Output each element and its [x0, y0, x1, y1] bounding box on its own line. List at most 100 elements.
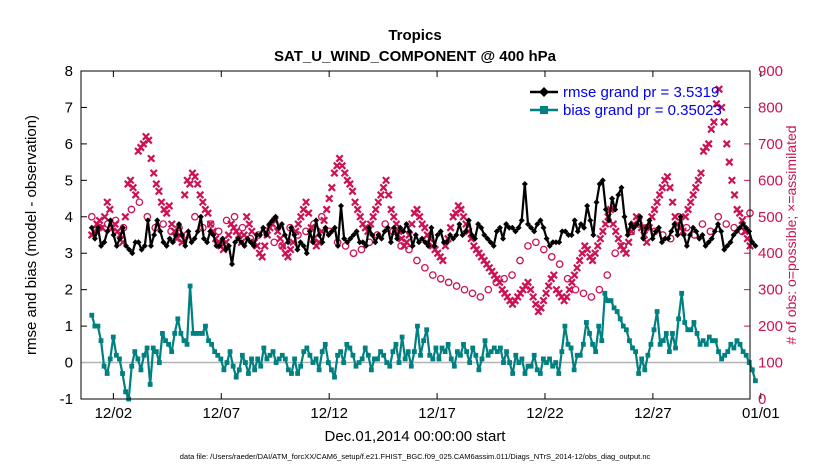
- rmse-point: [188, 239, 195, 246]
- bias-point: [568, 345, 574, 351]
- bias-point: [522, 371, 528, 376]
- obs-possible-point: [357, 245, 366, 254]
- obs-assimilated-point: [611, 227, 620, 236]
- bias-point: [743, 352, 749, 358]
- bias-point: [289, 371, 294, 376]
- bias-point: [574, 352, 580, 358]
- rmse-point: [602, 206, 609, 213]
- legend-rmse-label: rmse grand pr = 3.5319: [563, 84, 719, 101]
- rmse-point: [101, 239, 108, 246]
- bias-point: [436, 356, 442, 362]
- rmse-point: [490, 242, 497, 249]
- obs-assimilated-point: [715, 85, 724, 94]
- bias-point: [353, 363, 359, 369]
- rmse-point: [197, 213, 204, 220]
- bias-point: [193, 331, 199, 336]
- bias-point: [405, 349, 411, 355]
- rmse-point: [384, 224, 391, 231]
- rmse-point: [194, 228, 201, 235]
- bias-point: [504, 349, 509, 355]
- obs-possible-point: [428, 271, 437, 279]
- obs-assimilated-point: [689, 190, 698, 199]
- bias-point: [673, 345, 678, 351]
- rmse-point: [500, 235, 507, 242]
- y-axis-label: rmse and bias (model - observation): [23, 115, 40, 355]
- bias-point: [98, 338, 104, 344]
- rmse-point: [338, 202, 345, 209]
- bias-point: [399, 334, 405, 340]
- obs-possible-point: [222, 216, 231, 225]
- obs-assimilated-point: [111, 220, 119, 229]
- obs-assimilated-point: [322, 205, 331, 214]
- bias-point: [190, 331, 196, 336]
- bias-point: [101, 363, 107, 369]
- rmse-point: [556, 239, 563, 246]
- obs-assimilated-point: [717, 103, 726, 112]
- rmse-point: [235, 235, 242, 242]
- bias-point: [550, 363, 556, 369]
- obs-assimilated-point: [609, 220, 618, 229]
- rmse-point: [702, 242, 709, 249]
- rmse-point: [733, 228, 740, 235]
- obs-possible-point: [539, 245, 548, 254]
- x-tick-label: 01/01: [742, 405, 780, 422]
- bias-point: [372, 356, 377, 362]
- rmse-point: [95, 224, 102, 231]
- x-tick-label: 12/12: [310, 405, 348, 422]
- bias-point: [639, 356, 645, 362]
- obs-assimilated-point: [544, 282, 553, 290]
- bias-point: [706, 334, 712, 340]
- bias-point: [461, 341, 466, 347]
- obs-assimilated-point: [387, 205, 396, 214]
- bias-point: [147, 382, 153, 387]
- obs-possible-point: [532, 238, 540, 247]
- bias-point: [396, 360, 402, 365]
- obs-possible-point: [524, 242, 532, 250]
- rmse-point: [565, 232, 572, 238]
- bias-point: [233, 374, 239, 380]
- obs-assimilated-point: [327, 183, 336, 192]
- rmse-point: [534, 221, 541, 228]
- rmse-point: [154, 217, 161, 224]
- obs-assimilated-point: [624, 238, 633, 247]
- obs-possible-point: [579, 289, 588, 298]
- rmse-point: [618, 184, 625, 191]
- bias-point: [319, 349, 325, 355]
- obs-possible-point: [484, 285, 493, 294]
- x-tick-label: 12/22: [526, 405, 564, 422]
- obs-assimilated-point: [105, 205, 114, 214]
- y2-tick-label: 700: [758, 136, 783, 153]
- obs-assimilated-point: [335, 154, 344, 163]
- rmse-point: [674, 232, 681, 238]
- bias-point: [605, 298, 611, 303]
- rmse-point: [739, 221, 746, 228]
- bias-point: [448, 356, 454, 362]
- rmse-point: [643, 224, 650, 231]
- rmse-point: [409, 242, 416, 249]
- bias-point: [565, 341, 571, 347]
- obs-assimilated-point: [348, 187, 357, 196]
- rmse-point: [443, 239, 450, 246]
- rmse-point: [456, 221, 463, 228]
- rmse-point: [200, 235, 207, 242]
- rmse-point: [297, 239, 304, 246]
- bias-point: [442, 349, 448, 355]
- rmse-point: [169, 239, 176, 246]
- obs-assimilated-point: [588, 256, 597, 265]
- bias-point: [556, 371, 562, 376]
- bias-point: [654, 309, 660, 314]
- rmse-point: [736, 224, 743, 231]
- obs-assimilated-point: [725, 158, 734, 167]
- rmse-point: [506, 224, 513, 231]
- rmse-point: [316, 232, 323, 238]
- rmse-point: [599, 177, 606, 184]
- rmse-point: [646, 217, 653, 224]
- rmse-point: [596, 180, 603, 187]
- rmse-point: [179, 232, 186, 238]
- obs-assimilated-point: [198, 198, 207, 207]
- bias-point: [590, 341, 595, 347]
- rmse-point: [172, 232, 179, 238]
- bias-point: [341, 360, 347, 365]
- rmse-point: [605, 217, 612, 224]
- obs-assimilated-point: [278, 241, 287, 250]
